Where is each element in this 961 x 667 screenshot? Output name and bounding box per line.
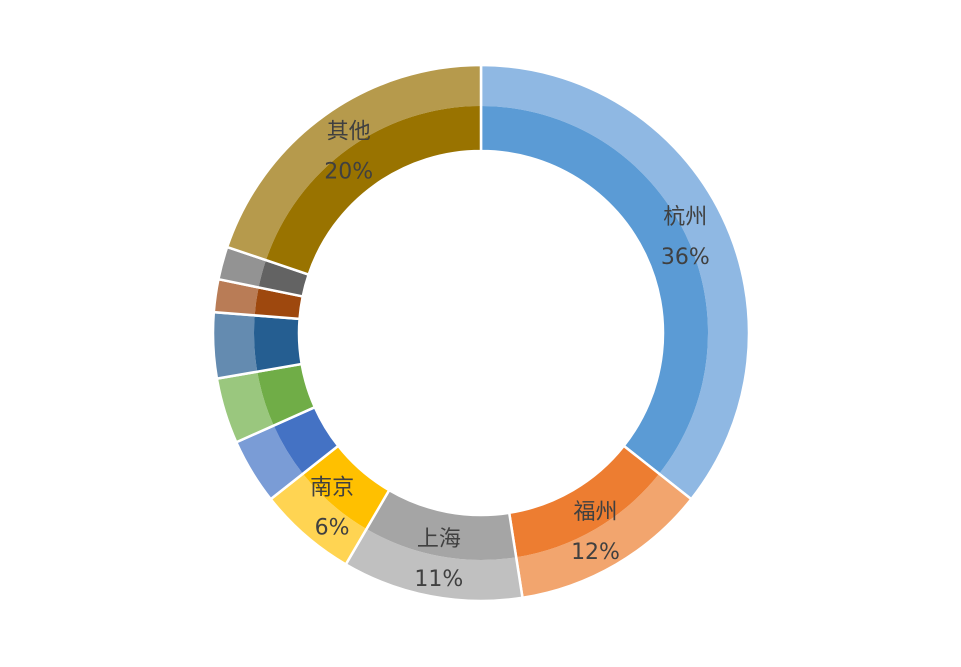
slice-4 [234, 405, 340, 501]
slice-9 [225, 63, 483, 277]
slice-outer-band [213, 279, 259, 316]
slice-percent-label: 11% [414, 567, 463, 592]
slice-outer-band [236, 425, 303, 500]
slice-outer-band [516, 473, 692, 598]
donut-slices [211, 63, 751, 603]
slice-5 [215, 362, 317, 444]
slice-labels: 杭州 36% 福州 12% 上海 11% 南京 6% 其他 20% [310, 120, 710, 593]
slice-outer-band [213, 312, 258, 379]
slice-name-label: 上海 [417, 527, 461, 552]
slice-outer-band [227, 64, 481, 261]
slice-border [225, 63, 483, 277]
slice-name-label: 福州 [574, 500, 618, 525]
slice-inner-band [258, 260, 309, 297]
slice-outer-band [216, 371, 274, 443]
slice-inner-band [254, 315, 302, 372]
slice-inner-band [254, 287, 303, 319]
slice-7 [212, 277, 305, 321]
slice-name-label: 其他 [327, 120, 371, 145]
slice-percent-label: 12% [571, 540, 620, 565]
slice-outer-band [270, 473, 367, 565]
slice-inner-band [302, 445, 390, 529]
slice-outer-band [481, 65, 749, 500]
slice-inner-band [257, 363, 315, 426]
slice-inner-band [265, 106, 481, 275]
slice-0 [479, 63, 751, 501]
slice-inner-band [509, 445, 660, 558]
slice-percent-label: 20% [324, 160, 373, 185]
slice-percent-label: 36% [661, 245, 710, 270]
slice-inner-band [481, 106, 708, 474]
slice-inner-band [366, 490, 517, 560]
slice-name-label: 南京 [310, 475, 354, 500]
slice-percent-label: 6% [315, 515, 350, 540]
slice-outer-band [345, 528, 523, 601]
slice-border [479, 63, 751, 501]
slice-name-label: 杭州 [663, 205, 707, 230]
